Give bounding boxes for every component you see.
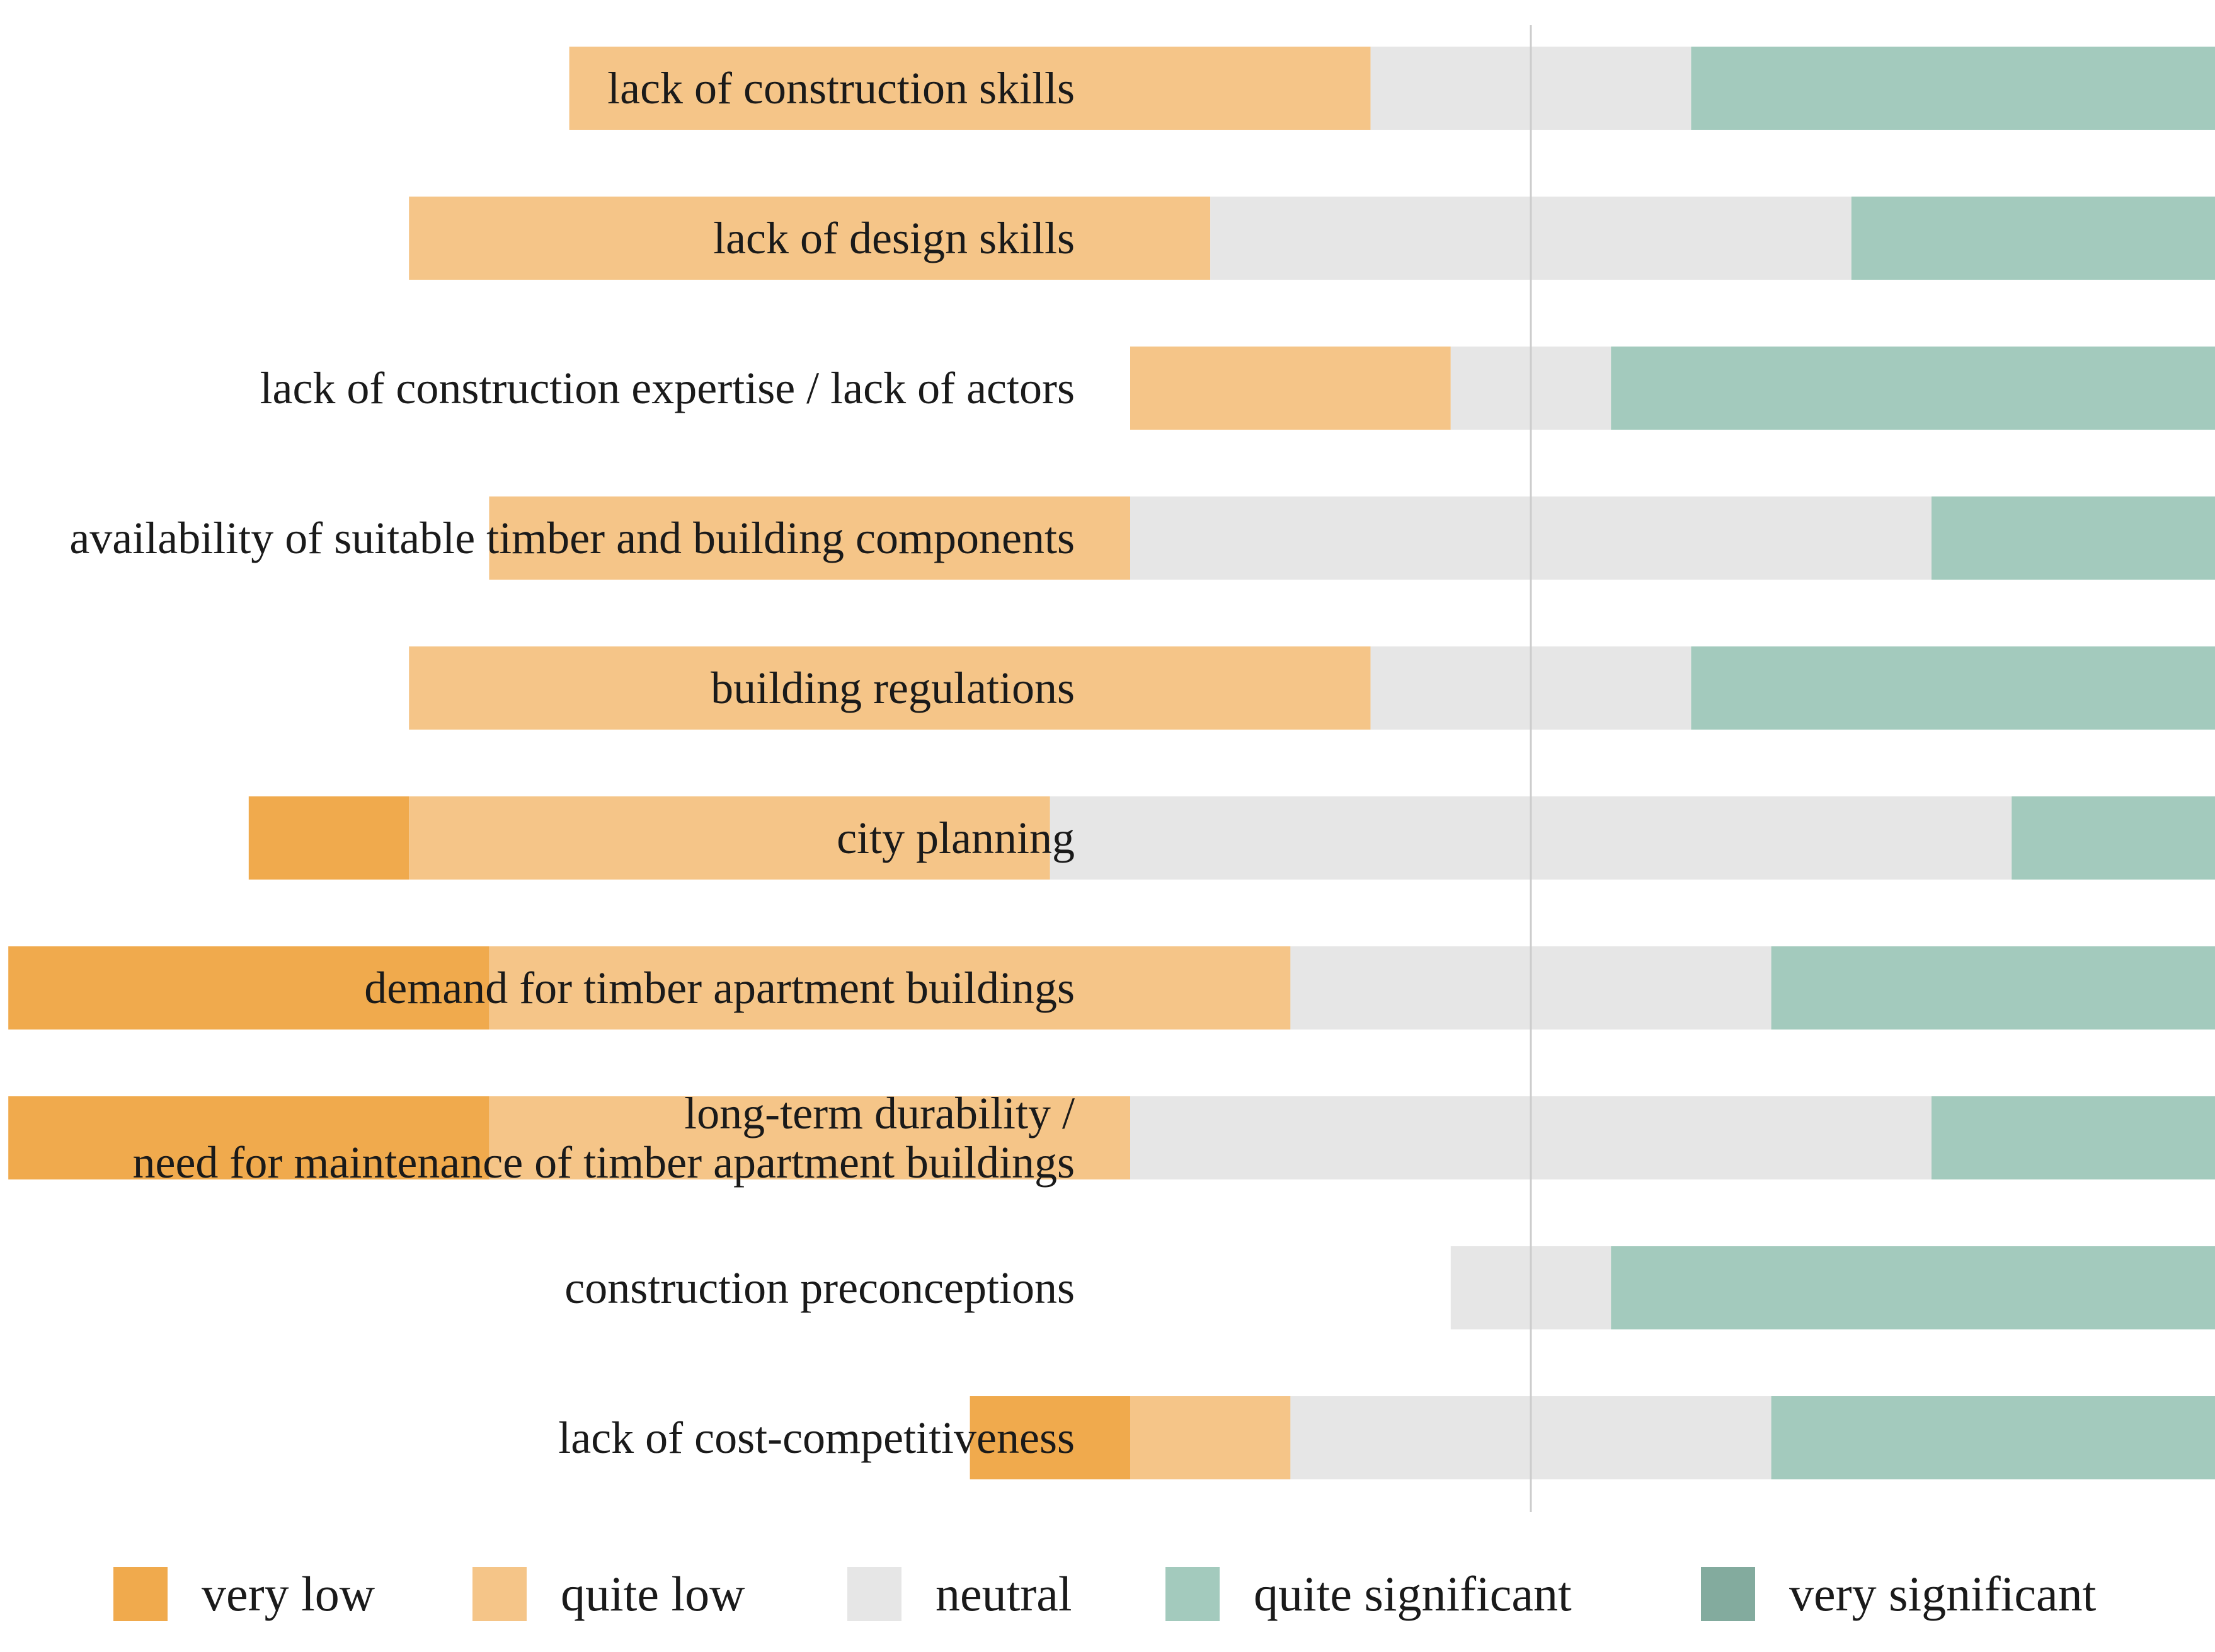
bar-quite-significant-row-6 xyxy=(2012,796,2215,880)
legend-swatch-quite-low xyxy=(472,1567,527,1621)
bar-quite-significant-row-9 xyxy=(1611,1246,2215,1329)
bar-quite-significant-row-3 xyxy=(1611,347,2215,430)
category-label-line: lack of design skills xyxy=(713,213,1075,263)
legend-label-very-significant: very significant xyxy=(1789,1566,2097,1621)
bar-very-low-row-8 xyxy=(8,1096,489,1179)
legend-label-quite-significant: quite significant xyxy=(1254,1566,1572,1621)
category-label-line: availability of suitable timber and buil… xyxy=(69,513,1075,563)
bar-very-low-row-6 xyxy=(248,796,409,880)
category-label-construction-preconceptions: construction preconceptions xyxy=(564,1263,1075,1313)
category-label-line: building regulations xyxy=(711,663,1075,713)
bar-quite-significant-row-5 xyxy=(1691,646,2215,730)
category-labels: lack of construction skills lack of desig… xyxy=(69,63,1075,1463)
bar-quite-low-row-10 xyxy=(1130,1396,1291,1479)
bar-quite-significant-row-8 xyxy=(1932,1096,2215,1179)
bar-quite-significant-row-2 xyxy=(1851,197,2215,280)
category-label-availability-of-suitable-timber-and-building-components: availability of suitable timber and buil… xyxy=(69,513,1075,563)
category-label-city-planning: city planning xyxy=(837,813,1075,863)
category-label-line: need for maintenance of timber apartment… xyxy=(133,1137,1075,1188)
bar-quite-significant-row-10 xyxy=(1771,1396,2215,1479)
bar-quite-low-row-2 xyxy=(409,197,1211,280)
bar-quite-low-row-8 xyxy=(489,1096,1130,1179)
category-label-line: construction preconceptions xyxy=(564,1263,1075,1313)
legend-swatch-quite-significant xyxy=(1165,1567,1220,1621)
bar-quite-low-row-5 xyxy=(409,646,1371,730)
legend-label-neutral: neutral xyxy=(936,1566,1072,1621)
bar-very-low-row-7 xyxy=(8,946,489,1030)
category-label-lack-of-design-skills: lack of design skills xyxy=(713,213,1075,263)
bar-quite-low-row-6 xyxy=(409,796,1050,880)
bar-quite-low-row-7 xyxy=(489,946,1291,1030)
legend-label-quite-low: quite low xyxy=(561,1566,745,1621)
bar-quite-low-row-1 xyxy=(569,47,1371,130)
bar-very-low-row-10 xyxy=(970,1396,1130,1479)
legend-label-very-low: very low xyxy=(202,1566,375,1621)
category-label-demand-for-timber-apartment-buildings: demand for timber apartment buildings xyxy=(364,963,1075,1013)
bar-quite-significant-row-1 xyxy=(1691,47,2215,130)
category-label-building-regulations: building regulations xyxy=(711,663,1075,713)
bar-quite-significant-row-7 xyxy=(1771,946,2215,1030)
category-label-lack-of-construction-skills: lack of construction skills xyxy=(607,63,1075,113)
bars-group xyxy=(8,47,2215,1479)
bar-quite-low-row-3 xyxy=(1130,347,1451,430)
category-label-line: lack of cost-competitiveness xyxy=(558,1413,1075,1463)
category-label-line: lack of construction expertise / lack of… xyxy=(260,363,1075,413)
legend-swatch-neutral xyxy=(847,1567,901,1621)
category-label-lack-of-cost-competitiveness: lack of cost-competitiveness xyxy=(558,1413,1075,1463)
category-label-line: lack of construction skills xyxy=(607,63,1075,113)
bar-quite-low-row-4 xyxy=(489,496,1130,580)
category-label-line: demand for timber apartment buildings xyxy=(364,963,1075,1013)
category-label-lack-of-construction-expertise-lack-of-actors: lack of construction expertise / lack of… xyxy=(260,363,1075,413)
category-label-long-term-durability-need-for-maintenance-of-timber-apartment-buildings: long-term durability / need for maintenan… xyxy=(133,1088,1075,1188)
legend: very low quite low neutral quite significan… xyxy=(113,1566,2097,1621)
bar-quite-significant-row-4 xyxy=(1932,496,2215,580)
category-label-line: city planning xyxy=(837,813,1075,863)
legend-swatch-very-significant xyxy=(1701,1567,1755,1621)
legend-swatch-very-low xyxy=(113,1567,168,1621)
category-label-line: long-term durability / xyxy=(684,1088,1075,1139)
